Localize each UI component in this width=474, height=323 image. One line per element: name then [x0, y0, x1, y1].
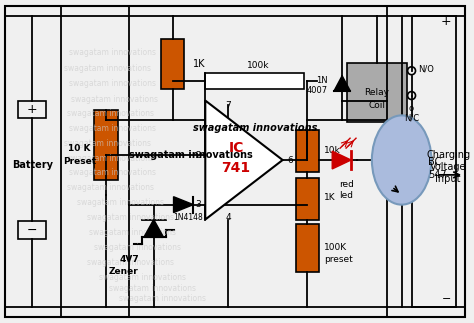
Text: swagatam innovations: swagatam innovations	[69, 168, 156, 177]
Text: swagatam innovations: swagatam innovations	[109, 285, 196, 293]
Text: 741: 741	[221, 161, 251, 175]
Bar	[295, 130, 319, 172]
Text: swagatam innovations: swagatam innovations	[87, 213, 174, 222]
Polygon shape	[144, 220, 164, 237]
Polygon shape	[334, 76, 350, 90]
Bar	[295, 224, 319, 272]
Text: 4: 4	[225, 213, 231, 222]
Polygon shape	[332, 151, 351, 169]
Text: 4V7: 4V7	[119, 255, 139, 264]
Text: 6: 6	[288, 155, 293, 164]
Text: Battery: Battery	[12, 160, 53, 170]
Text: 10 K: 10 K	[68, 144, 91, 152]
Text: red: red	[338, 180, 354, 189]
Text: 100K: 100K	[324, 243, 347, 252]
Text: 10k: 10k	[324, 146, 341, 155]
Text: Voltage: Voltage	[430, 162, 466, 172]
Text: 1N4148: 1N4148	[173, 213, 203, 222]
Text: o: o	[409, 104, 414, 113]
Polygon shape	[205, 100, 283, 220]
Bar	[18, 100, 46, 118]
Text: swagatam innovations: swagatam innovations	[69, 79, 156, 88]
Text: 7: 7	[225, 101, 231, 110]
Text: swagatam innovations: swagatam innovations	[99, 273, 186, 282]
Text: swagatam innovations: swagatam innovations	[67, 109, 155, 118]
Text: swagatam innovations: swagatam innovations	[64, 139, 152, 148]
Text: −: −	[442, 294, 451, 304]
Text: swagatam innovations: swagatam innovations	[72, 95, 158, 104]
Bar	[347, 63, 407, 122]
Text: swagatam innovations: swagatam innovations	[119, 294, 206, 303]
Text: 4007: 4007	[306, 86, 327, 95]
Text: swagatam innovations: swagatam innovations	[89, 228, 176, 237]
Bar	[161, 39, 184, 89]
Text: Preset: Preset	[63, 158, 96, 166]
Bar	[295, 178, 319, 220]
Text: swagatam innovations: swagatam innovations	[64, 64, 152, 73]
Text: IC: IC	[228, 141, 244, 155]
Text: 1N: 1N	[316, 76, 327, 85]
Text: 1K: 1K	[193, 59, 206, 69]
Text: swagatam innovations: swagatam innovations	[67, 183, 155, 192]
Text: BC: BC	[428, 157, 442, 167]
Text: swagatam innovations: swagatam innovations	[193, 123, 318, 133]
Text: swagatam innovations: swagatam innovations	[87, 258, 174, 267]
Text: swagatam innovations: swagatam innovations	[129, 150, 253, 160]
Bar	[205, 73, 304, 89]
Bar	[18, 222, 46, 239]
Text: swagatam innovations: swagatam innovations	[67, 153, 155, 162]
Polygon shape	[173, 197, 193, 213]
Text: Input: Input	[436, 174, 461, 184]
Text: Charging: Charging	[426, 150, 470, 160]
Text: swagatam innovations: swagatam innovations	[77, 198, 164, 207]
Ellipse shape	[372, 115, 431, 205]
Text: Zener: Zener	[109, 266, 139, 276]
Text: swagatam innovations: swagatam innovations	[69, 124, 156, 133]
Text: +: +	[441, 15, 452, 28]
Text: 3: 3	[196, 200, 201, 209]
Text: −: −	[27, 224, 37, 237]
Text: N/C: N/C	[404, 114, 419, 123]
Text: swagatam innovations: swagatam innovations	[94, 243, 181, 252]
Text: 100k: 100k	[246, 61, 269, 70]
Text: Coil: Coil	[368, 101, 385, 110]
Bar	[94, 110, 118, 180]
Text: 2: 2	[196, 151, 201, 160]
Text: 547: 547	[428, 170, 447, 180]
Text: Relay: Relay	[365, 88, 389, 97]
Text: +: +	[27, 103, 37, 116]
Text: swagatam innovations: swagatam innovations	[69, 48, 156, 57]
Text: 1K: 1K	[324, 193, 336, 202]
Text: N/O: N/O	[419, 64, 434, 73]
Text: led: led	[339, 191, 353, 200]
Text: preset: preset	[324, 255, 353, 264]
